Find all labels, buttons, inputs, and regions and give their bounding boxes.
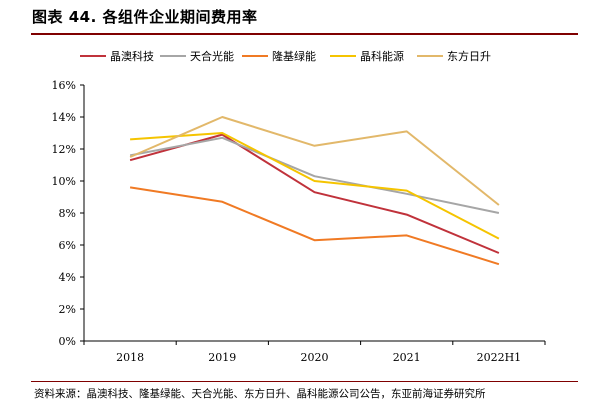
title-divider <box>31 33 578 35</box>
y-tick-label: 4% <box>59 271 76 284</box>
source-note: 资料来源：晶澳科技、隆基绿能、天合光能、东方日升、晶科能源公司公告，东亚前海证券… <box>34 388 486 400</box>
x-tick-label: 2021 <box>393 351 421 364</box>
series-line-3 <box>129 186 500 266</box>
legend-label: 东方日升 <box>447 49 491 63</box>
footer-divider <box>31 381 578 382</box>
y-tick-label: 10% <box>52 175 76 188</box>
legend-label: 晶科能源 <box>360 49 404 63</box>
y-tick-label: 0% <box>59 335 76 348</box>
line-chart: 0% 2% 4% 6% 8% 10% 12% 14% 16% 2018 2019 2020 2021 20… <box>52 49 546 364</box>
series-line-1 <box>129 133 500 254</box>
y-tick-label: 16% <box>52 79 76 92</box>
y-tick-label: 8% <box>59 207 76 220</box>
legend-label: 隆基绿能 <box>272 49 316 63</box>
series-line-2 <box>129 136 500 214</box>
x-tick-label: 2019 <box>208 351 236 364</box>
legend-label: 天合光能 <box>190 49 234 63</box>
series-line-4 <box>130 132 500 240</box>
y-tick-label: 2% <box>59 303 76 316</box>
x-tick-label: 2020 <box>301 351 329 364</box>
chart-area: 0% 2% 4% 6% 8% 10% 12% 14% 16% 2018 2019 2020 2021 20… <box>0 36 590 376</box>
legend-label: 晶澳科技 <box>110 49 154 63</box>
y-tick-label: 6% <box>59 239 76 252</box>
x-tick-label: 2018 <box>116 351 144 364</box>
x-tick-label: 2022H1 <box>477 351 522 364</box>
y-tick-label: 12% <box>52 143 76 156</box>
chart-title: 图表 44. 各组件企业期间费用率 <box>32 8 258 26</box>
title-bar: 图表 44. 各组件企业期间费用率 <box>0 0 590 35</box>
series-line-5 <box>129 116 500 206</box>
y-tick-label: 14% <box>52 111 76 124</box>
